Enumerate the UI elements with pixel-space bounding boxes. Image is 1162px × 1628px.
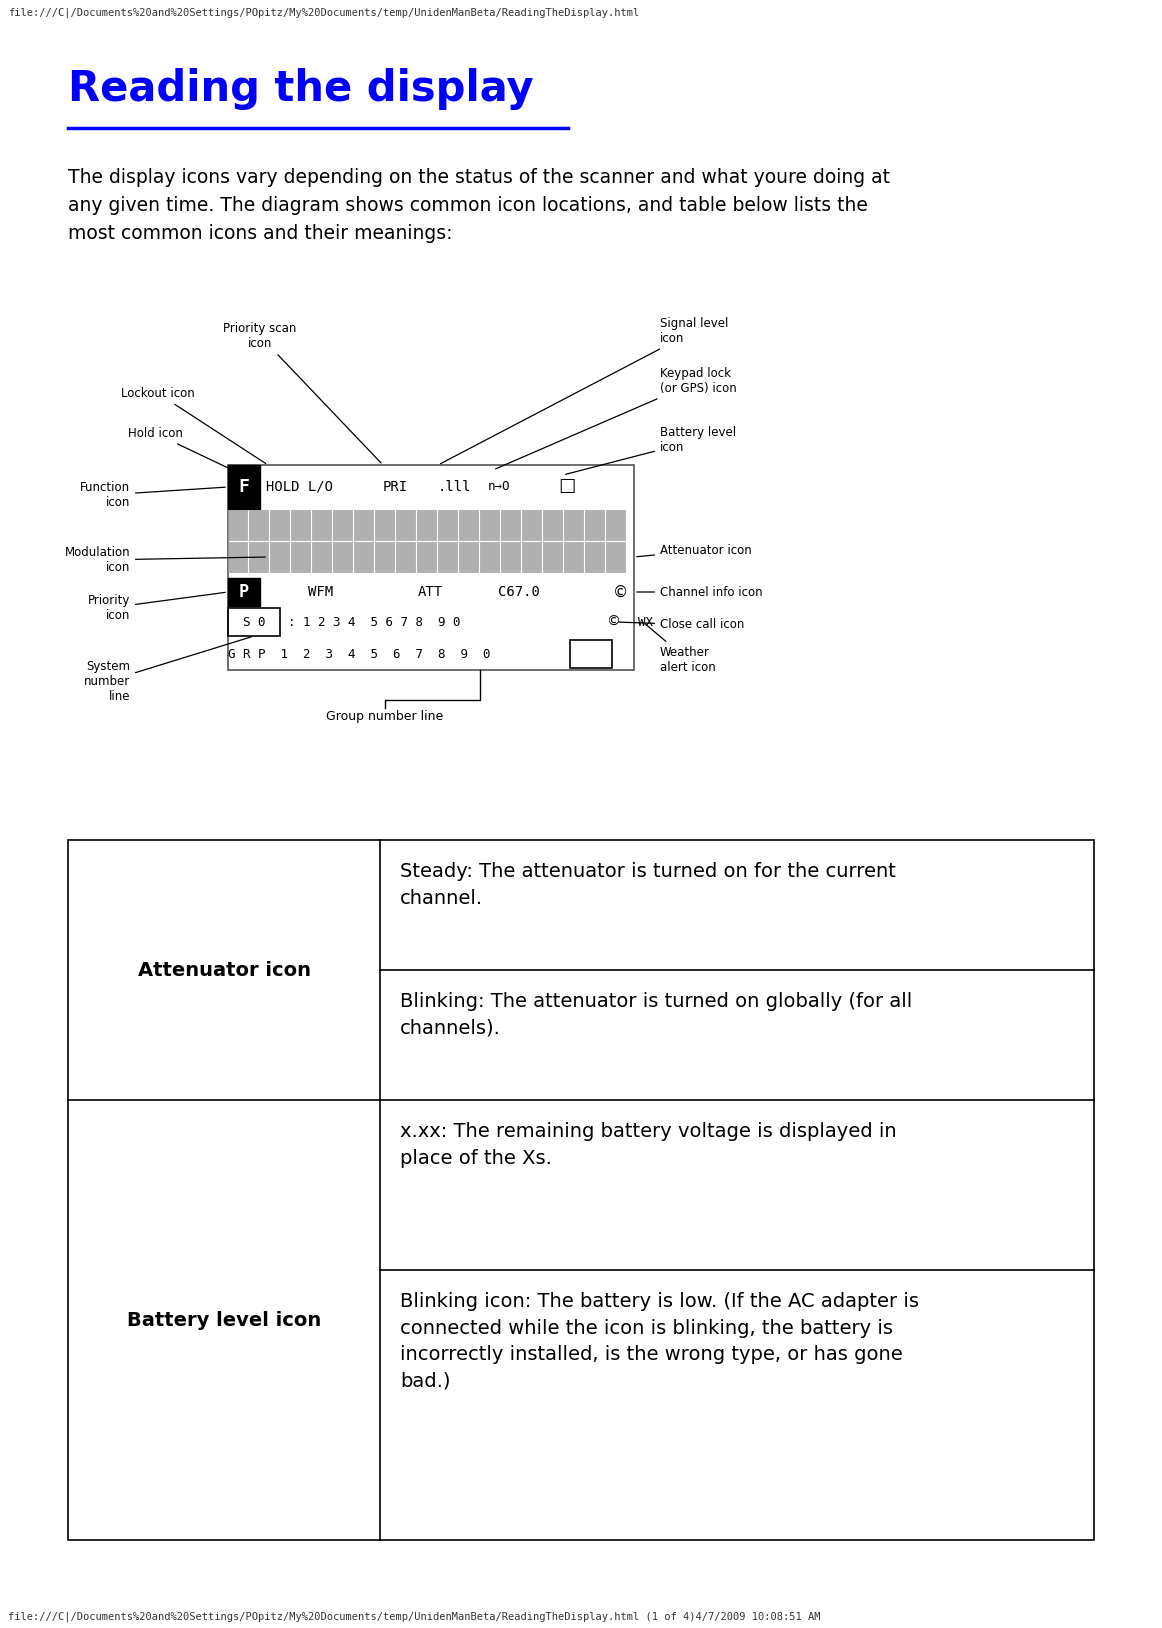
Text: Battery level icon: Battery level icon — [127, 1311, 321, 1330]
Text: Weather
alert icon: Weather alert icon — [645, 624, 716, 674]
Bar — [480, 542, 498, 571]
Text: Battery level
icon: Battery level icon — [566, 427, 736, 474]
Text: Lockout icon: Lockout icon — [121, 387, 266, 464]
Bar — [290, 510, 310, 540]
Text: Channel info icon: Channel info icon — [637, 586, 762, 599]
Text: Close call icon: Close call icon — [619, 619, 745, 632]
Bar — [313, 510, 331, 540]
Bar — [290, 542, 310, 571]
Text: Attenuator icon: Attenuator icon — [637, 544, 752, 557]
Text: ☐: ☐ — [558, 477, 575, 497]
Bar — [564, 542, 583, 571]
Text: Keypad lock
(or GPS) icon: Keypad lock (or GPS) icon — [495, 366, 737, 469]
Text: Group number line: Group number line — [327, 710, 444, 723]
Bar — [584, 510, 604, 540]
Text: Blinking icon: The battery is low. (If the AC adapter is
connected while the ico: Blinking icon: The battery is low. (If t… — [400, 1293, 919, 1390]
Bar — [396, 542, 415, 571]
Text: ATT: ATT — [418, 584, 443, 599]
Text: : 1 2 3 4  5 6 7 8  9 0: : 1 2 3 4 5 6 7 8 9 0 — [288, 615, 460, 628]
Text: S 0: S 0 — [243, 615, 265, 628]
Text: x.xx: The remaining battery voltage is displayed in
place of the Xs.: x.xx: The remaining battery voltage is d… — [400, 1122, 897, 1167]
Bar — [543, 510, 562, 540]
Bar — [459, 542, 478, 571]
Bar — [501, 510, 521, 540]
Text: Priority scan
icon: Priority scan icon — [223, 322, 381, 462]
Text: F: F — [238, 479, 250, 497]
Bar — [501, 542, 521, 571]
Bar — [249, 510, 268, 540]
Text: System
number
line: System number line — [84, 637, 251, 703]
Text: ©: © — [614, 584, 629, 599]
Text: The display icons vary depending on the status of the scanner and what youre doi: The display icons vary depending on the … — [69, 168, 890, 243]
Text: ©: © — [607, 615, 619, 628]
Text: n→O: n→O — [488, 480, 510, 493]
Text: Priority
icon: Priority icon — [87, 593, 225, 622]
Bar — [480, 510, 498, 540]
Bar — [375, 510, 394, 540]
Bar — [543, 542, 562, 571]
Bar — [228, 542, 248, 571]
Text: file:///C|/Documents%20and%20Settings/POpitz/My%20Documents/temp/UnidenManBeta/R: file:///C|/Documents%20and%20Settings/PO… — [8, 8, 639, 18]
Text: Attenuator icon: Attenuator icon — [137, 961, 310, 980]
Bar — [228, 578, 260, 606]
Bar — [607, 510, 625, 540]
Bar — [228, 607, 280, 637]
Bar — [375, 542, 394, 571]
Bar — [333, 510, 352, 540]
Bar — [571, 640, 612, 667]
Bar — [354, 542, 373, 571]
Text: PRI: PRI — [383, 480, 408, 493]
Bar — [607, 542, 625, 571]
Text: Reading the display: Reading the display — [69, 68, 533, 111]
Text: Blinking: The attenuator is turned on globally (for all
channels).: Blinking: The attenuator is turned on gl… — [400, 991, 912, 1037]
Bar — [228, 466, 634, 671]
Bar — [354, 510, 373, 540]
Bar — [249, 542, 268, 571]
Bar — [333, 542, 352, 571]
Bar — [564, 510, 583, 540]
Bar — [417, 542, 436, 571]
Text: file:///C|/Documents%20and%20Settings/POpitz/My%20Documents/temp/UnidenManBeta/R: file:///C|/Documents%20and%20Settings/PO… — [8, 1612, 820, 1621]
Text: Hold icon: Hold icon — [128, 427, 241, 474]
Bar — [228, 510, 248, 540]
Bar — [228, 466, 260, 510]
Bar — [417, 510, 436, 540]
Bar — [270, 542, 289, 571]
Bar — [584, 542, 604, 571]
Text: Signal level
icon: Signal level icon — [440, 317, 729, 464]
Text: G R P  1  2  3  4  5  6  7  8  9  0: G R P 1 2 3 4 5 6 7 8 9 0 — [228, 648, 490, 661]
Bar — [522, 542, 541, 571]
Bar — [69, 840, 1093, 1540]
Text: P: P — [239, 583, 249, 601]
Text: WFM: WFM — [308, 584, 333, 599]
Bar — [313, 542, 331, 571]
Text: C67.0: C67.0 — [498, 584, 540, 599]
Text: Modulation
icon: Modulation icon — [64, 545, 265, 575]
Text: Function
icon: Function icon — [80, 480, 225, 510]
Bar — [522, 510, 541, 540]
Bar — [438, 510, 457, 540]
Bar — [459, 510, 478, 540]
Bar — [396, 510, 415, 540]
Text: Steady: The attenuator is turned on for the current
channel.: Steady: The attenuator is turned on for … — [400, 861, 896, 907]
Text: WX: WX — [638, 615, 653, 628]
Bar — [438, 542, 457, 571]
Bar — [270, 510, 289, 540]
Text: .lll: .lll — [438, 480, 472, 493]
Text: HOLD L/O: HOLD L/O — [266, 480, 333, 493]
